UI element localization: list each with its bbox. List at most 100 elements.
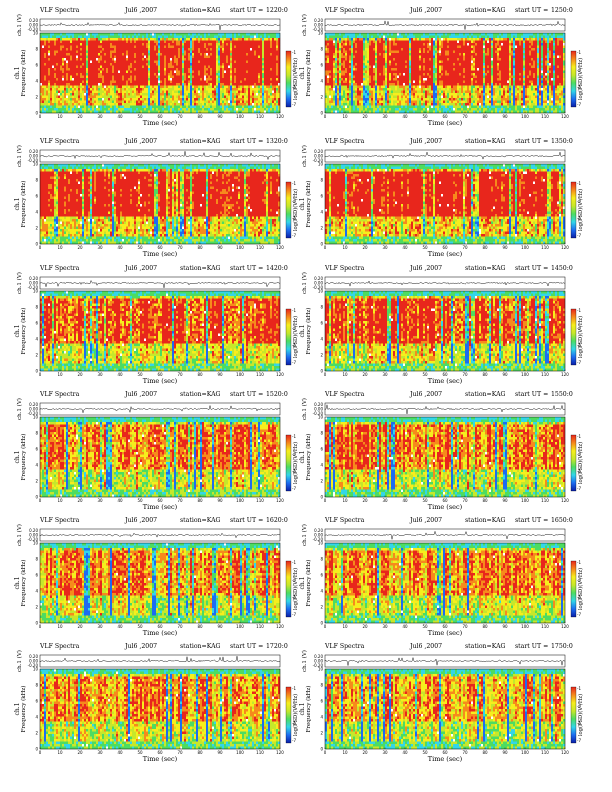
waveform-frame (324, 149, 566, 163)
frequency-tick-label: 6 (35, 193, 38, 198)
panel-header: VLF Spectra Jul6 ,2007 station=KAG start UT… (289, 516, 579, 526)
time-tick-label: 120 (561, 624, 569, 629)
time-tick-label: 70 (462, 624, 468, 629)
time-tick-label: 40 (117, 624, 123, 629)
waveform-line (324, 20, 566, 30)
time-tick-label: 40 (402, 498, 408, 503)
time-tick-label: 10 (57, 750, 63, 755)
x-axis-label: Time (sec) (428, 377, 463, 385)
frequency-tick-label: 0 (35, 368, 38, 373)
panel-header: VLF Spectra Jul6 ,2007 station=KAG start UT… (4, 390, 294, 400)
frequency-axis-label: Frequency (kHz) (305, 686, 312, 733)
waveform-tick-label: 0.20 (29, 149, 38, 154)
colorbar-tick-label: -1 (292, 560, 296, 565)
channel-axis-label: ch.1 (14, 198, 21, 211)
time-tick-label: 70 (462, 498, 468, 503)
time-tick-label: 0 (39, 245, 42, 250)
frequency-tick-label: 6 (35, 62, 38, 67)
time-tick-label: 40 (402, 624, 408, 629)
channel-axis-label: ch.1 (299, 67, 306, 80)
time-tick-label: 30 (382, 750, 388, 755)
time-tick-label: 70 (462, 372, 468, 377)
spectrogram-image (325, 164, 566, 245)
time-tick-label: 0 (39, 624, 42, 629)
time-tick-label: 60 (157, 750, 163, 755)
time-tick-label: 50 (422, 114, 428, 119)
colorbar-label: log(PSD)(V²/Hz) (577, 694, 584, 736)
panel-start-label: start UT = (515, 643, 548, 650)
time-tick-label: 120 (276, 245, 284, 250)
colorbar-tick-label: -3 (292, 198, 296, 203)
frequency-tick-label: 6 (35, 446, 38, 451)
channel-axis-label: ch.1 (14, 67, 21, 80)
frequency-tick-label: 10 (318, 666, 324, 671)
frequency-tick-label: 4 (320, 209, 323, 214)
time-tick-label: 40 (402, 114, 408, 119)
waveform-frame (39, 654, 281, 668)
frequency-tick-label: 2 (320, 604, 323, 609)
colorbar (285, 308, 292, 366)
waveform-line (324, 404, 566, 415)
time-tick-label: 20 (77, 498, 83, 503)
waveform-tick-label: 0.00 (29, 659, 38, 664)
time-tick-label: 20 (362, 372, 368, 377)
time-tick-label: 60 (157, 372, 163, 377)
panel-start-ut: 1220:0 (266, 7, 288, 14)
time-tick-label: 10 (57, 372, 63, 377)
time-tick-label: 80 (197, 624, 203, 629)
panel-title: VLF Spectra (325, 265, 364, 272)
waveform-tick-label: 0.20 (29, 402, 38, 407)
panel-header: VLF Spectra Jul6 ,2007 station=KAG start UT… (289, 6, 579, 16)
panel-header: VLF Spectra Jul6 ,2007 station=KAG start UT… (4, 6, 294, 16)
time-tick-label: 120 (276, 114, 284, 119)
spectrogram-panel: VLF Spectra Jul6 ,2007 station=KAG start UT… (289, 264, 584, 394)
waveform-tick-label: -0.20 (28, 411, 39, 416)
waveform-tick-label: -0.20 (313, 411, 324, 416)
time-tick-label: 10 (342, 498, 348, 503)
panel-header: VLF Spectra Jul6 ,2007 station=KAG start UT… (4, 137, 294, 147)
time-tick-label: 10 (57, 114, 63, 119)
channel-axis-label: ch.1 (14, 325, 21, 338)
colorbar-tick-label: -3 (577, 198, 581, 203)
time-tick-label: 70 (177, 498, 183, 503)
frequency-axis-label: Frequency (kHz) (305, 181, 312, 228)
time-tick-label: 60 (157, 498, 163, 503)
time-tick-label: 60 (157, 624, 163, 629)
colorbar (285, 181, 292, 239)
time-tick-label: 20 (77, 624, 83, 629)
panel-station: station=KAG (180, 265, 221, 272)
time-tick-label: 30 (97, 750, 103, 755)
time-tick-label: 70 (177, 624, 183, 629)
time-tick-label: 0 (324, 114, 327, 119)
panel-start-label: start UT = (230, 138, 263, 145)
panel-header: VLF Spectra Jul6 ,2007 station=KAG start UT… (4, 264, 294, 274)
panel-station: station=KAG (180, 138, 221, 145)
waveform-tick-label: 0.00 (29, 407, 38, 412)
spectrogram-image (325, 33, 566, 114)
x-axis-label: Time (sec) (428, 755, 463, 763)
colorbar-tick-label: -1 (577, 560, 581, 565)
panel-date: Jul6 ,2007 (410, 643, 442, 650)
panel-start-ut: 1450:0 (551, 265, 573, 272)
colorbar-tick-label: -7 (577, 486, 581, 491)
colorbar-tick-label: -5 (292, 85, 296, 90)
time-tick-label: 110 (541, 114, 549, 119)
time-tick-label: 30 (382, 114, 388, 119)
time-tick-label: 10 (342, 624, 348, 629)
time-tick-label: 60 (442, 624, 448, 629)
panel-title: VLF Spectra (40, 517, 79, 524)
colorbar (285, 50, 292, 108)
time-tick-label: 120 (276, 372, 284, 377)
panel-date: Jul6 ,2007 (410, 391, 442, 398)
panel-station: station=KAG (180, 517, 221, 524)
colorbar-tick-label: -3 (577, 67, 581, 72)
frequency-tick-label: 4 (35, 336, 38, 341)
time-tick-label: 50 (137, 114, 143, 119)
waveform-tick-label: 0.00 (29, 154, 38, 159)
time-tick-label: 90 (217, 750, 223, 755)
waveform-tick-label: 0.00 (314, 533, 323, 538)
frequency-tick-label: 6 (35, 320, 38, 325)
